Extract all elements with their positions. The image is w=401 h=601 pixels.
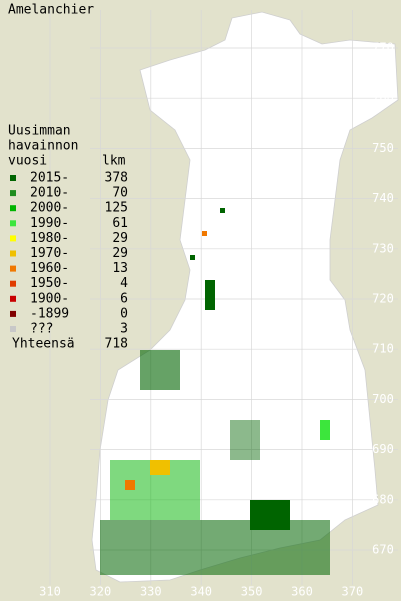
x-label: 360 <box>291 585 313 599</box>
x-label: 330 <box>140 585 162 599</box>
square-cluster <box>250 500 290 530</box>
legend-label: -1899 <box>30 306 69 321</box>
legend-swatch <box>10 235 16 242</box>
legend-swatch <box>10 175 16 181</box>
x-label: 320 <box>90 585 112 599</box>
y-label: 680 <box>372 492 394 506</box>
legend-label: 2000- <box>30 201 69 216</box>
legend-label: 1970- <box>30 246 69 261</box>
legend-count: 70 <box>112 186 128 201</box>
legend-count: 29 <box>112 246 128 261</box>
legend-count: 13 <box>112 261 128 276</box>
legend-header: vuosi <box>8 154 47 169</box>
y-label: 700 <box>372 392 394 406</box>
legend-count: 125 <box>105 201 128 216</box>
legend-swatch <box>10 326 16 332</box>
legend-total: 718 <box>105 337 128 352</box>
square-cluster <box>140 350 180 390</box>
y-label: 770 <box>372 41 394 55</box>
title: Amelanchier <box>8 3 94 18</box>
y-label: 740 <box>372 191 394 205</box>
legend-swatch <box>10 250 16 257</box>
x-label: 370 <box>342 585 364 599</box>
square <box>190 255 195 260</box>
square-cluster <box>205 280 215 310</box>
legend-header: havainnon <box>8 139 78 154</box>
legend-header: Uusimman <box>8 124 71 139</box>
legend-swatch <box>10 295 16 302</box>
legend-label: 1950- <box>30 276 69 291</box>
legend-swatch <box>10 190 16 197</box>
legend-label: 2010- <box>30 186 69 201</box>
square-cluster <box>230 420 260 460</box>
y-label: 670 <box>372 543 394 557</box>
legend-swatch <box>10 265 16 272</box>
legend-count: 378 <box>105 171 128 186</box>
legend-count-header: lkm <box>102 154 126 169</box>
legend-count: 61 <box>112 216 128 231</box>
y-label: 720 <box>372 292 394 306</box>
legend-swatch <box>10 205 16 212</box>
square <box>202 231 207 236</box>
legend-label: 1980- <box>30 231 69 246</box>
y-label: 730 <box>372 241 394 255</box>
legend-swatch <box>10 280 16 287</box>
legend-count: 6 <box>120 291 128 306</box>
square-cluster <box>320 420 330 440</box>
legend-swatch <box>10 220 16 227</box>
y-label: 690 <box>372 442 394 456</box>
legend-count: 3 <box>120 322 128 337</box>
legend-count: 0 <box>120 306 128 321</box>
legend-label: 2015- <box>30 171 69 186</box>
x-label: 310 <box>39 585 61 599</box>
legend-count: 4 <box>120 276 128 291</box>
legend-label: 1900- <box>30 291 69 306</box>
legend-label: 1960- <box>30 261 69 276</box>
y-label: 710 <box>372 342 394 356</box>
occurrence-squares <box>100 208 330 575</box>
square-cluster <box>150 460 170 475</box>
legend-label: ??? <box>30 322 53 337</box>
axis-labels: 310 320 330 340 350 360 3707707607507407307207… <box>39 41 394 599</box>
legend-swatch <box>10 310 16 317</box>
x-label: 340 <box>190 585 212 599</box>
y-label: 750 <box>372 141 394 155</box>
y-label: 760 <box>372 91 394 105</box>
square-cluster <box>100 520 330 575</box>
legend-count: 29 <box>112 231 128 246</box>
square <box>220 208 225 213</box>
square-cluster <box>125 480 135 490</box>
legend-total-label: Yhteensä <box>12 337 75 352</box>
legend-label: 1990- <box>30 216 69 231</box>
x-label: 350 <box>241 585 263 599</box>
